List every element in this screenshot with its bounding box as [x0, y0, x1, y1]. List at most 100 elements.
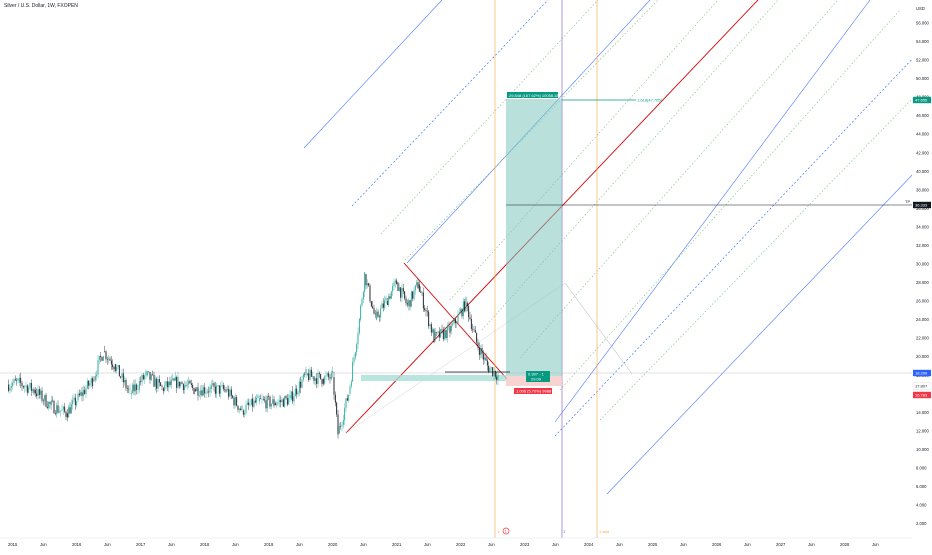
candle-body — [476, 332, 478, 343]
candle-body — [45, 395, 47, 407]
candle-body — [305, 368, 307, 375]
candle-body — [482, 353, 484, 360]
candle-body — [278, 400, 280, 403]
channel-dashed-line — [554, 54, 917, 437]
candle-body — [226, 389, 228, 391]
candle-body — [128, 388, 130, 390]
fib-channel-line — [380, 0, 599, 235]
candle-body — [354, 352, 356, 358]
price-badge-label: 36.333 — [915, 203, 928, 208]
candle-body — [332, 370, 334, 373]
candle-body — [209, 386, 211, 393]
candle-body — [177, 376, 179, 388]
candle-body — [289, 395, 291, 399]
candle-body — [100, 355, 102, 358]
x-tick-label: Jun — [744, 542, 751, 547]
candle-body — [268, 396, 270, 397]
price-badge — [912, 382, 932, 390]
candle-body — [137, 389, 139, 391]
candle-body — [174, 377, 176, 381]
candle-body — [124, 380, 126, 383]
candle-body — [62, 406, 64, 410]
candle-body — [102, 356, 104, 361]
candle-body — [240, 408, 242, 411]
candle-body — [114, 364, 116, 371]
candle-body — [282, 399, 284, 407]
y-tick-label: 24.000 — [916, 317, 929, 322]
candle-body — [144, 375, 146, 380]
candle-body — [262, 399, 264, 400]
fib-channel-line — [599, 94, 917, 421]
y-tick-label: 34.000 — [916, 224, 929, 229]
candle-body — [450, 325, 452, 331]
x-tick-label: Jun — [872, 542, 879, 547]
candle-body — [296, 388, 298, 395]
y-tick-label: 8.000 — [916, 465, 927, 470]
candle-body — [17, 378, 19, 381]
candle-body — [61, 409, 63, 411]
price-badge — [913, 96, 931, 104]
candle-body — [153, 374, 155, 387]
candle-body — [46, 406, 48, 408]
currency-label: USD — [916, 6, 925, 11]
candle-body — [42, 400, 44, 402]
candle-body — [212, 383, 214, 386]
candle-body — [34, 390, 36, 394]
candle-body — [126, 388, 128, 389]
candle-body — [49, 401, 51, 404]
candle-body — [33, 389, 35, 393]
candle-body — [88, 380, 90, 386]
candle-body — [313, 376, 315, 381]
candle-body — [216, 385, 218, 394]
candle-body — [388, 296, 390, 306]
x-tick-label: Jun — [808, 542, 815, 547]
candle-body — [378, 316, 380, 318]
candle-body — [412, 291, 414, 299]
candle-body — [390, 291, 392, 299]
x-tick-label: Jun — [40, 542, 47, 547]
candle-body — [76, 401, 78, 406]
candle-body — [256, 397, 258, 403]
candle-body — [389, 296, 391, 299]
candle-body — [58, 411, 60, 413]
candle-body — [249, 404, 251, 406]
candle-body — [298, 381, 300, 393]
candle-body — [304, 374, 306, 375]
candle-body — [272, 399, 274, 404]
x-tick-label: Jun — [104, 542, 111, 547]
candle-body — [398, 287, 400, 291]
candle-body — [302, 374, 304, 380]
candle-body — [54, 413, 56, 415]
candle-body — [322, 378, 324, 384]
candle-body — [156, 378, 158, 389]
x-tick-label: 2018 — [200, 542, 210, 547]
candle-body — [365, 274, 367, 286]
candle-body — [189, 380, 191, 384]
x-tick-label: 2027 — [776, 542, 786, 547]
y-tick-label: 56.000 — [916, 21, 929, 26]
candle-body — [462, 301, 464, 317]
candle-body — [136, 384, 138, 390]
x-tick-label: Jun — [232, 542, 239, 547]
candle-body — [202, 387, 204, 396]
candle-body — [165, 381, 167, 386]
candle-body — [338, 426, 340, 434]
candle-body — [358, 318, 360, 333]
candle-body — [84, 390, 86, 394]
candle-body — [98, 355, 100, 361]
candle-body — [21, 382, 23, 387]
candle-body — [29, 382, 31, 388]
candle-body — [36, 393, 38, 397]
candle-body — [185, 385, 187, 386]
candle-body — [81, 392, 83, 396]
candle-body — [472, 328, 474, 330]
candle-body — [321, 379, 323, 385]
candle-body — [166, 381, 168, 388]
candle-body — [466, 302, 468, 307]
candle-body — [197, 387, 199, 396]
candle-body — [373, 308, 375, 314]
candle-body — [334, 394, 336, 403]
candle-body — [149, 371, 151, 380]
